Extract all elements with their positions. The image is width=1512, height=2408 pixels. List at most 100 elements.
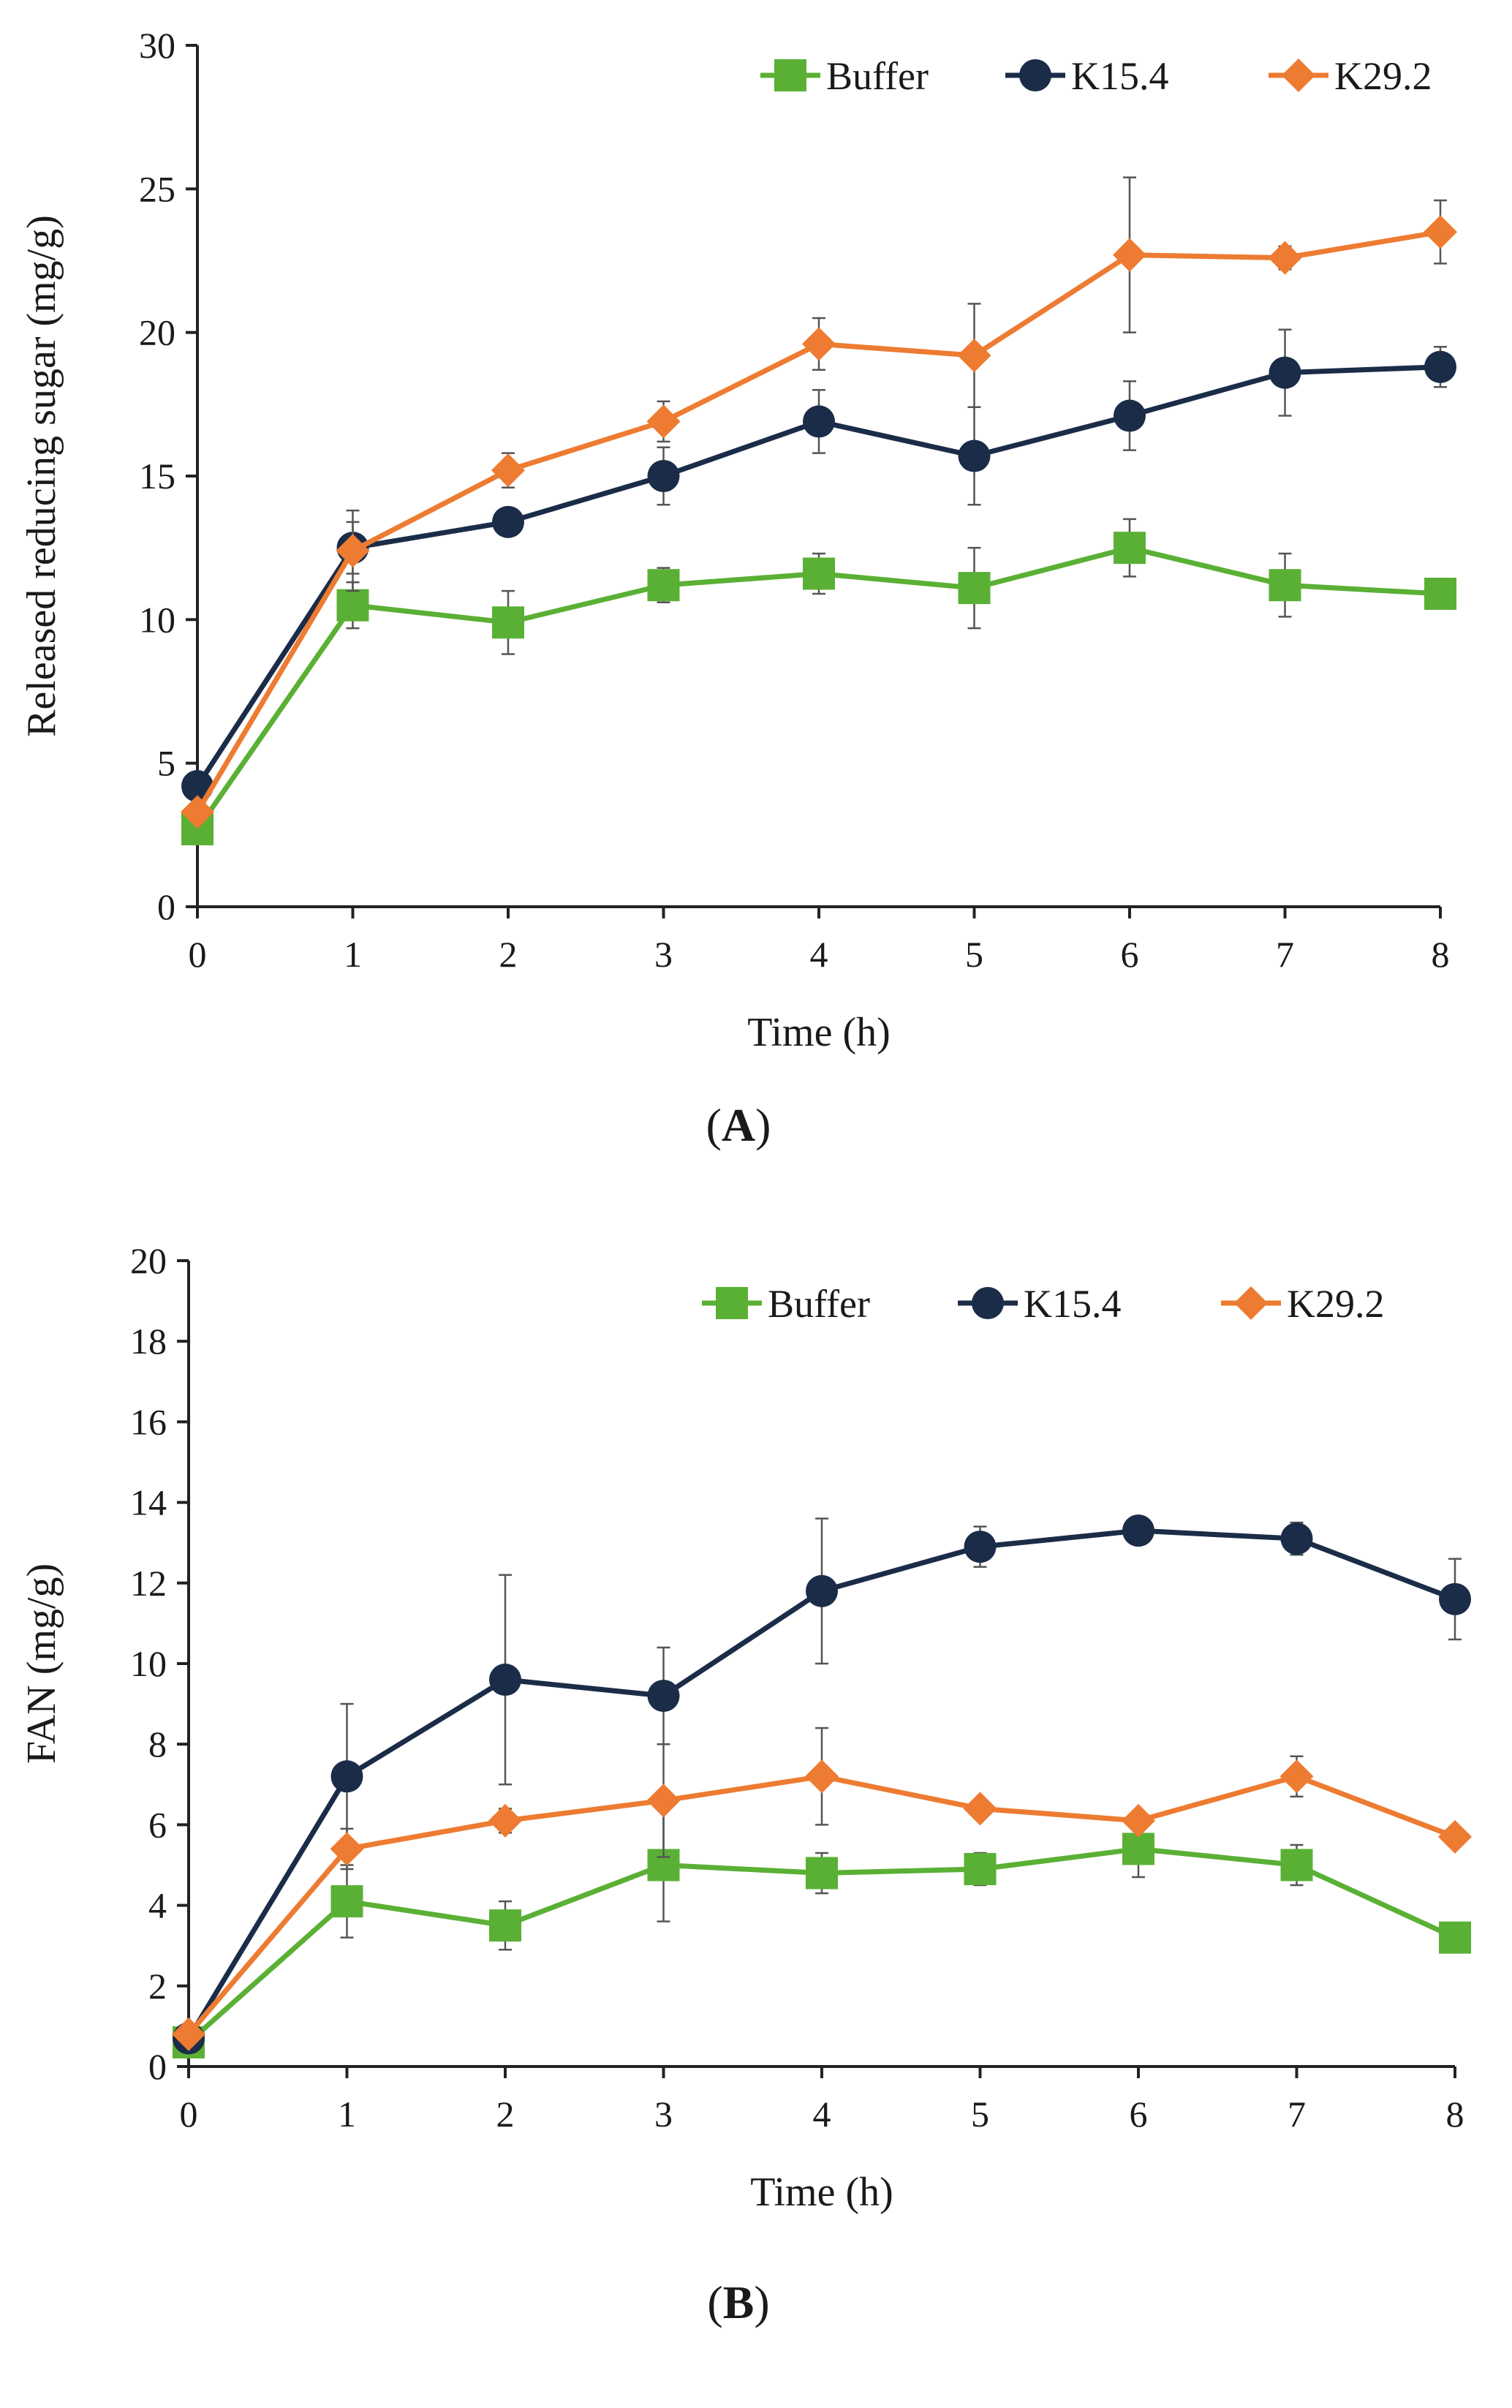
series-K15.4 (173, 1514, 1471, 2055)
panel-label-letter: B (723, 2276, 755, 2328)
y-tick-label: 2 (148, 1966, 167, 2007)
y-tick-label: 0 (157, 886, 175, 927)
data-point (805, 1759, 839, 1794)
data-point (1122, 1803, 1155, 1838)
legend-marker (1234, 1286, 1268, 1320)
data-point (1279, 1759, 1314, 1794)
legend-marker (716, 1287, 748, 1319)
data-point (964, 1853, 997, 1886)
legend-item: K29.2 (1221, 1282, 1385, 1326)
data-point (1438, 1819, 1472, 1854)
x-tick-label: 1 (338, 2094, 356, 2135)
y-axis-title: FAN (mg/g) (19, 1563, 64, 1764)
y-tick-label: 20 (139, 312, 175, 353)
legend-item: K29.2 (1269, 54, 1432, 98)
x-axis-title: Time (h) (750, 2170, 893, 2215)
legend-marker (972, 1287, 1004, 1319)
panel-label: (B) (707, 2276, 769, 2328)
data-point (489, 1909, 521, 1942)
data-point (489, 1664, 521, 1696)
x-tick-label: 2 (499, 934, 518, 975)
x-tick-label: 8 (1432, 934, 1450, 975)
data-point (1439, 1921, 1471, 1954)
x-tick-label: 4 (813, 2094, 831, 2135)
x-tick-label: 0 (180, 2094, 198, 2135)
legend-label: K29.2 (1334, 54, 1432, 98)
data-point (330, 1832, 364, 1866)
panel-label-letter: A (722, 1099, 755, 1151)
x-tick-label: 2 (496, 2094, 515, 2135)
series-K15.4 (181, 328, 1456, 803)
y-tick-label: 30 (139, 25, 175, 66)
data-point (330, 1885, 363, 1918)
data-point (1424, 577, 1456, 610)
data-point (488, 1803, 522, 1838)
legend-label: K15.4 (1024, 1282, 1122, 1326)
data-point (957, 339, 991, 373)
legend-item: K15.4 (1005, 54, 1169, 98)
data-point (646, 404, 681, 439)
y-tick-label: 18 (130, 1321, 167, 1362)
data-point (803, 557, 835, 590)
data-point (492, 505, 524, 538)
y-axis-title: Released reducing sugar (mg/g) (19, 215, 64, 737)
data-point (492, 606, 524, 639)
y-tick-label: 0 (148, 2046, 167, 2087)
x-tick-label: 5 (965, 934, 983, 975)
data-point (1280, 1522, 1313, 1555)
data-point (1424, 215, 1457, 249)
x-axis-title: Time (h) (747, 1010, 891, 1055)
legend-label: Buffer (768, 1282, 870, 1326)
x-tick-label: 4 (810, 934, 828, 975)
data-point (958, 572, 991, 605)
y-tick-label: 14 (130, 1482, 167, 1523)
y-tick-label: 25 (139, 168, 175, 209)
x-tick-label: 7 (1288, 2094, 1306, 2135)
data-point (491, 453, 525, 488)
data-point (647, 569, 680, 602)
x-tick-label: 7 (1276, 934, 1294, 975)
data-point (958, 439, 991, 472)
series-K29.2 (181, 176, 1457, 829)
x-tick-label: 3 (654, 2094, 673, 2135)
y-tick-label: 20 (130, 1240, 167, 1281)
legend-marker (774, 59, 806, 91)
chart-panel-A: 0 5 10 15 20 25 30 0 1 2 3 4 5 6 7 8 Time (h) Released re… (19, 25, 1457, 1151)
y-tick-label: 10 (130, 1643, 167, 1684)
data-point (646, 1784, 681, 1818)
data-point (336, 589, 369, 622)
y-tick-label: 16 (130, 1401, 167, 1442)
legend-item: Buffer (760, 54, 929, 98)
x-tick-label: 8 (1446, 2094, 1464, 2135)
data-point (964, 1531, 997, 1563)
legend-label: Buffer (826, 54, 929, 98)
x-tick-label: 3 (654, 934, 673, 975)
data-point (1114, 532, 1146, 565)
legend: Buffer K15.4 K29.2 (702, 1282, 1385, 1326)
series-Buffer (181, 518, 1456, 845)
data-point (181, 795, 214, 829)
x-tick-label: 0 (189, 934, 207, 975)
data-point (802, 327, 836, 361)
legend-item: Buffer (702, 1282, 870, 1326)
y-tick-label: 10 (139, 599, 175, 640)
data-point (172, 2017, 205, 2051)
series-K29.2 (172, 1726, 1472, 2051)
data-point (1439, 1582, 1471, 1615)
legend-item: K15.4 (958, 1282, 1122, 1326)
y-tick-label: 5 (157, 743, 175, 784)
legend: Buffer K15.4 K29.2 (760, 54, 1432, 98)
data-point (1280, 1849, 1313, 1882)
data-point (1114, 399, 1146, 432)
data-point (803, 405, 835, 438)
panel-label: (A) (706, 1099, 771, 1151)
data-point (1424, 350, 1456, 383)
legend-label: K15.4 (1071, 54, 1169, 98)
data-point (647, 460, 680, 492)
legend-label: K29.2 (1287, 1282, 1385, 1326)
data-point (336, 534, 370, 568)
data-point (330, 1760, 363, 1793)
legend-marker (1282, 58, 1315, 92)
